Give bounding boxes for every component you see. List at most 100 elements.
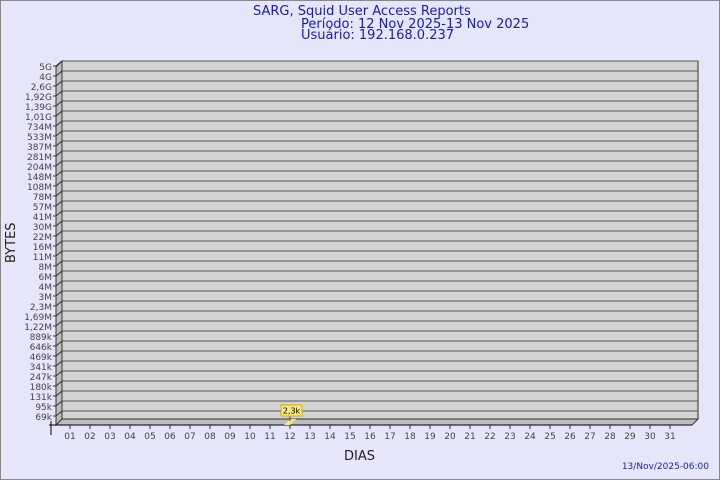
chart-user: Usuário: 192.168.0.237 — [301, 28, 455, 43]
y-tick-label: 646k — [30, 343, 53, 353]
x-tick-label: 19 — [424, 432, 436, 442]
y-tick-diag — [55, 230, 63, 237]
y-tick-diag — [55, 350, 63, 357]
chart-period: Período: 12 Nov 2025-13 Nov 2025 — [301, 17, 530, 32]
x-tick-label: 17 — [384, 432, 395, 442]
y-tick-label: 1,92G — [25, 93, 52, 103]
y-tick-label: 69k — [35, 413, 52, 423]
y-tick-diag — [55, 70, 63, 77]
y-tick-label: 2,6G — [31, 83, 52, 93]
x-tick-label: 26 — [564, 432, 576, 442]
y-tick-label: 533M — [27, 133, 52, 143]
x-tick-label: 10 — [244, 432, 256, 442]
y-tick-label: 57M — [33, 203, 52, 213]
y-tick-label: 1,39G — [25, 103, 52, 113]
y-tick-diag — [55, 130, 63, 137]
y-tick-label: 387M — [27, 143, 52, 153]
x-tick-label: 28 — [604, 432, 616, 442]
y-tick-diag — [55, 390, 63, 397]
y-tick-diag — [55, 340, 63, 347]
y-tick-label: 341k — [30, 363, 53, 373]
floor — [54, 418, 700, 426]
y-tick-label: 5G — [39, 63, 52, 73]
y-tick-diag — [55, 100, 63, 107]
y-tick-label: 4G — [39, 73, 52, 83]
y-tick-diag — [55, 370, 63, 377]
x-tick-label: 24 — [524, 432, 536, 442]
y-tick-label: 281M — [27, 153, 52, 163]
y-tick-diag — [55, 110, 63, 117]
x-tick-label: 12 — [284, 432, 295, 442]
y-axis-label: BYTES — [4, 222, 19, 263]
x-tick-label: 15 — [344, 432, 355, 442]
y-tick-label: 1,69M — [24, 313, 52, 323]
bar — [284, 419, 296, 425]
x-tick-label: 02 — [84, 432, 95, 442]
x-tick-label: 01 — [64, 432, 75, 442]
y-tick-diag — [55, 190, 63, 197]
y-tick-label: 204M — [27, 163, 52, 173]
x-tick-label: 13 — [304, 432, 315, 442]
y-tick-label: 78M — [33, 193, 52, 203]
y-tick-label: 734M — [27, 123, 52, 133]
y-tick-label: 8M — [39, 263, 53, 273]
y-tick-diag — [55, 320, 63, 327]
y-tick-diag — [55, 120, 63, 127]
x-tick-label: 14 — [324, 432, 336, 442]
y-tick-diag — [55, 360, 63, 367]
x-tick-label: 18 — [404, 432, 416, 442]
y-tick-diag — [55, 410, 63, 417]
y-tick-diag — [55, 270, 63, 277]
y-tick-diag — [55, 280, 63, 287]
y-tick-diag — [55, 200, 63, 207]
y-tick-label: 1,01G — [25, 113, 52, 123]
x-tick-label: 03 — [104, 432, 115, 442]
y-tick-label: 2,3M — [30, 303, 52, 313]
chart-title: SARG, Squid User Access Reports — [253, 4, 471, 19]
x-axis-label: DIAS — [344, 449, 375, 464]
y-tick-diag — [55, 150, 63, 157]
x-tick-label: 31 — [664, 432, 675, 442]
y-tick-diag — [55, 220, 63, 227]
x-tick-label: 25 — [544, 432, 555, 442]
y-tick-label: 22M — [33, 233, 52, 243]
y-tick-label: 16M — [33, 243, 52, 253]
y-tick-label: 469k — [30, 353, 53, 363]
y-tick-diag — [55, 300, 63, 307]
back-wall — [61, 60, 699, 420]
y-tick-diag — [55, 250, 63, 257]
y-tick-label: 95k — [35, 403, 52, 413]
x-tick-label: 29 — [624, 432, 636, 442]
y-tick-diag — [55, 380, 63, 387]
y-tick-diag — [55, 330, 63, 337]
bar-label: 2,3k — [283, 407, 301, 416]
y-tick-label: 108M — [27, 183, 52, 193]
x-tick-label: 21 — [464, 432, 475, 442]
y-tick-diag — [55, 290, 63, 297]
x-tick-label: 09 — [224, 432, 236, 442]
x-tick-label: 22 — [484, 432, 495, 442]
x-tick-label: 11 — [264, 432, 275, 442]
y-tick-label: 131k — [30, 393, 53, 403]
timestamp: 13/Nov/2025-06:00 — [621, 462, 709, 472]
y-tick-label: 11M — [33, 253, 52, 263]
y-tick-label: 1,22M — [24, 323, 52, 333]
y-tick-diag — [55, 60, 63, 67]
x-tick-label: 05 — [144, 432, 155, 442]
y-tick-label: 6M — [39, 273, 53, 283]
y-tick-diag — [55, 180, 63, 187]
x-tick-label: 27 — [584, 432, 595, 442]
y-tick-label: 3M — [39, 293, 53, 303]
y-tick-diag — [55, 210, 63, 217]
y-tick-diag — [55, 400, 63, 407]
y-tick-label: 889k — [30, 333, 53, 343]
x-tick-label: 06 — [164, 432, 176, 442]
x-tick-label: 04 — [124, 432, 136, 442]
x-tick-label: 30 — [644, 432, 656, 442]
y-tick-diag — [55, 170, 63, 177]
y-tick-label: 148M — [27, 173, 52, 183]
x-tick-label: 08 — [204, 432, 216, 442]
y-tick-diag — [55, 310, 63, 317]
